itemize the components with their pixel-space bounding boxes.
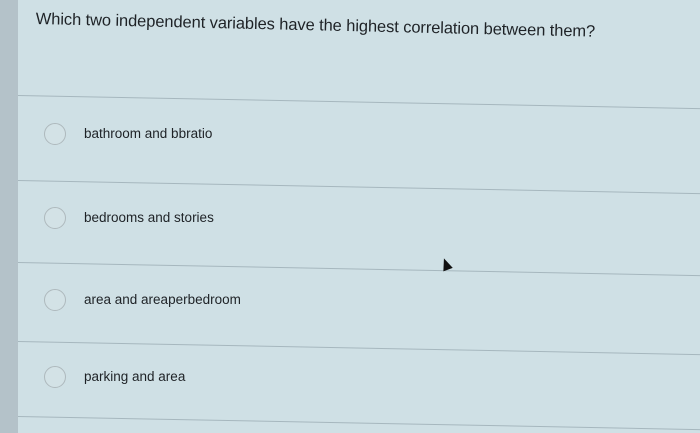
option-2[interactable]: bedrooms and stories <box>18 192 700 262</box>
option-label: bedrooms and stories <box>84 210 214 225</box>
option-4[interactable]: parking and area <box>18 352 700 422</box>
radio-button[interactable] <box>44 289 66 311</box>
option-1[interactable]: bathroom and bbratio <box>18 108 700 178</box>
option-label: bathroom and bbratio <box>84 126 213 141</box>
radio-button[interactable] <box>44 123 66 145</box>
radio-button[interactable] <box>44 366 66 388</box>
left-strip <box>0 0 18 433</box>
option-label: area and areaperbedroom <box>84 292 241 307</box>
question-panel <box>18 0 700 433</box>
radio-button[interactable] <box>44 207 66 229</box>
option-3[interactable]: area and areaperbedroom <box>18 274 700 344</box>
option-label: parking and area <box>84 369 186 384</box>
